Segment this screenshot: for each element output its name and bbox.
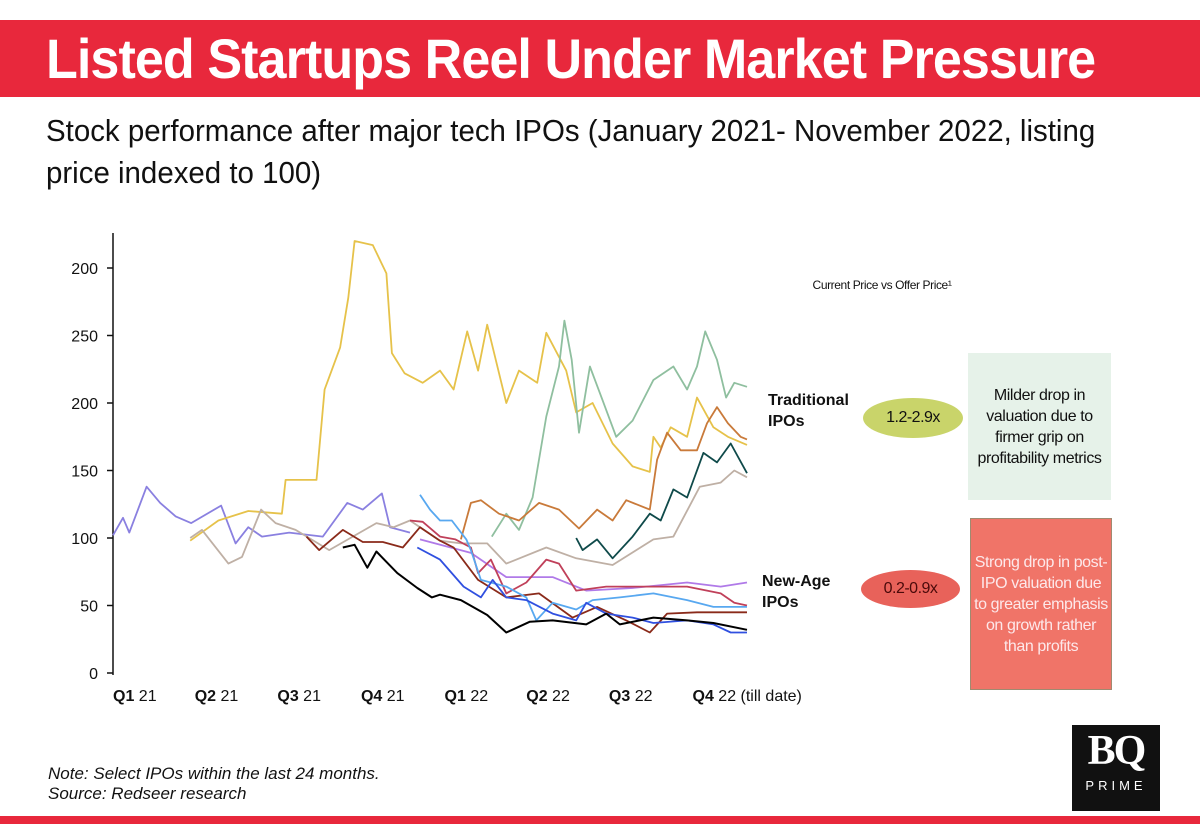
y-tick-label: 200 xyxy=(71,261,98,278)
series-line-9 xyxy=(409,519,748,607)
logo-sub: PRIME xyxy=(1085,778,1147,793)
x-tick-label: Q1 21 xyxy=(113,688,157,705)
y-tick-label: 150 xyxy=(71,464,98,481)
x-tick-label: Q2 21 xyxy=(195,688,239,705)
series-line-2 xyxy=(419,538,748,592)
series-line-4 xyxy=(491,319,748,538)
traditional-label: Traditional IPOs xyxy=(768,392,849,430)
logo-main: BQ xyxy=(1087,728,1147,774)
series-line-6 xyxy=(575,442,748,560)
series-line-8 xyxy=(305,526,747,634)
ratio-header: Current Price vs Offer Price¹ xyxy=(812,278,952,292)
bq-prime-logo: BQ PRIME xyxy=(1072,725,1160,811)
source-text: Source: Redseer research xyxy=(48,784,247,803)
chart-subtitle: Stock performance after major tech IPOs … xyxy=(46,113,1096,190)
x-tick-label: Q3 21 xyxy=(277,688,321,705)
footnote: Note: Select IPOs within the last 24 mon… xyxy=(48,764,380,804)
x-tick-label: Q2 22 xyxy=(526,688,570,705)
series-line-10 xyxy=(419,494,747,622)
page-title: Listed Startups Reel Under Market Pressu… xyxy=(46,27,1096,90)
series-line-5 xyxy=(460,406,748,540)
x-tick-label: Q4 22 (till date) xyxy=(693,688,802,705)
traditional-ratio-badge: 1.2-2.9x xyxy=(863,398,963,438)
y-tick-label: 100 xyxy=(71,531,98,548)
y-tick-label: 50 xyxy=(80,599,98,616)
series-lines xyxy=(112,240,748,634)
x-tick-label: Q1 22 xyxy=(445,688,489,705)
x-tick-label: Q3 22 xyxy=(609,688,653,705)
series-line-12 xyxy=(342,543,748,634)
new-age-ratio-badge: 0.2-0.9x xyxy=(861,570,960,608)
y-tick-label: 250 xyxy=(71,329,98,346)
x-tick-label: Q4 21 xyxy=(361,688,405,705)
series-line-7 xyxy=(189,469,748,566)
y-tick-label: 200 xyxy=(71,396,98,413)
traditional-note-box: Milder drop in valuation due to firmer g… xyxy=(968,353,1111,500)
note-text: Note: Select IPOs within the last 24 mon… xyxy=(48,764,380,783)
title-banner: Listed Startups Reel Under Market Pressu… xyxy=(0,20,1200,97)
bottom-strip xyxy=(0,816,1200,824)
axes: 0 50 100 150 200 250 200 Q1 21 Q2 21 Q3 21 Q4 21 Q1… xyxy=(71,233,802,705)
new-age-label: New-Age IPOs xyxy=(762,573,831,611)
series-line-1 xyxy=(112,485,411,545)
series-line-3 xyxy=(189,240,748,542)
new-age-note-box: Strong drop in post-IPO valuation due to… xyxy=(970,518,1112,690)
y-tick-label: 0 xyxy=(89,666,98,683)
